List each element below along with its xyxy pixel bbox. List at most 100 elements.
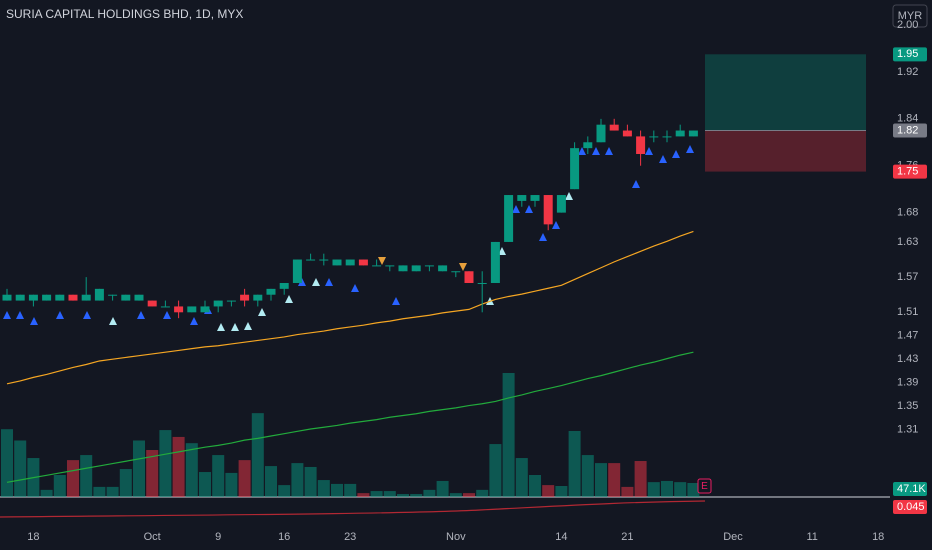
- currency-label[interactable]: MYR: [898, 10, 923, 22]
- volume-bar: [621, 486, 634, 497]
- earnings-marker: E: [701, 481, 708, 492]
- volume-bar: [370, 491, 383, 497]
- candle-body: [306, 259, 316, 261]
- volume-bar: [436, 480, 449, 497]
- x-tick-label: 23: [344, 531, 356, 543]
- volume-bar: [568, 430, 581, 497]
- volume-bar: [199, 472, 211, 497]
- x-tick-label: 18: [27, 531, 39, 543]
- volume-value-label: 47.1K: [897, 483, 926, 495]
- candle-body: [675, 130, 685, 137]
- candle-body: [200, 306, 210, 313]
- candle-body: [2, 294, 12, 301]
- candle-body: [649, 136, 659, 138]
- volume-value-box: [893, 482, 927, 496]
- volume-bar: [119, 469, 132, 497]
- currency-button[interactable]: [892, 4, 928, 28]
- candle-body: [583, 142, 593, 149]
- x-tick-label: 11: [806, 531, 817, 543]
- x-tick-label: Dec: [723, 531, 743, 543]
- candle-body: [108, 294, 118, 296]
- entry-price-label: 1.82: [897, 124, 918, 136]
- candle-body: [332, 259, 342, 266]
- y-tick-label: 1.31: [897, 423, 918, 435]
- earnings-marker-box: [697, 478, 712, 494]
- volume-bar: [291, 463, 304, 497]
- candle-body: [451, 271, 461, 273]
- candle-body: [358, 259, 368, 266]
- x-tick-label: Nov: [446, 531, 466, 543]
- candle-body: [477, 282, 487, 284]
- volume-bar: [159, 430, 172, 497]
- weak-buy-signals: [109, 192, 573, 331]
- volume-bar: [185, 443, 198, 497]
- y-tick-label: 2.00: [897, 19, 918, 31]
- y-tick-label: 1.68: [897, 207, 918, 219]
- candle-body: [319, 259, 329, 261]
- candle-body: [372, 265, 382, 267]
- y-tick-label: 1.57: [897, 271, 918, 283]
- volume-bar: [502, 373, 515, 497]
- volume-bar: [515, 458, 528, 497]
- volume-bar: [581, 455, 594, 497]
- x-tick-label: 9: [215, 531, 221, 543]
- volume-bar: [489, 444, 502, 497]
- loss-zone: [705, 130, 866, 172]
- candle-body: [662, 136, 672, 138]
- stop-price-label: 1.75: [897, 165, 918, 177]
- candle-body: [174, 306, 184, 313]
- candle-body: [490, 241, 500, 283]
- volume-bar: [304, 466, 317, 497]
- candle-body: [213, 300, 223, 307]
- volume-bar: [317, 480, 330, 497]
- candle-body: [570, 148, 580, 190]
- candle-body: [42, 294, 52, 301]
- indicator-value-label: 0.045: [897, 501, 925, 513]
- volume-bar: [53, 474, 66, 497]
- candle-body: [28, 294, 38, 301]
- y-tick-label: 1.63: [897, 236, 918, 248]
- candle-body: [530, 195, 540, 201]
- buy-signals: [3, 145, 694, 325]
- candle-body: [424, 265, 434, 267]
- volume-bar: [555, 485, 568, 497]
- candle-body: [15, 294, 25, 301]
- candle-body: [385, 265, 395, 267]
- candle-body: [187, 306, 197, 313]
- candle-body: [622, 130, 632, 137]
- volume-bar: [106, 486, 119, 497]
- candle-body: [134, 294, 144, 301]
- volume-bar: [608, 463, 621, 497]
- x-tick-label: 21: [621, 531, 633, 543]
- y-tick-label: 1.35: [897, 400, 918, 412]
- volume-bar: [357, 493, 370, 497]
- moving-average-line: [6, 230, 694, 385]
- x-tick-label: 16: [278, 531, 290, 543]
- sell-signals: [378, 257, 467, 271]
- candle-body: [266, 288, 276, 295]
- candle-body: [556, 195, 566, 213]
- volume-bar: [423, 489, 436, 497]
- candle-body: [240, 294, 250, 301]
- profit-zone: [705, 54, 866, 131]
- volume-bar: [595, 463, 607, 497]
- volume-bar: [344, 483, 357, 497]
- target-price-label: 1.95: [897, 48, 918, 60]
- volume-bar: [251, 413, 264, 497]
- moving-average-line: [6, 351, 694, 483]
- x-tick-label: Oct: [144, 531, 161, 543]
- candle-body: [345, 259, 355, 266]
- candle-body: [596, 124, 606, 143]
- volume-bar: [80, 455, 93, 497]
- volume-bar: [634, 461, 647, 497]
- candle-body: [411, 265, 421, 272]
- y-tick-label: 1.51: [897, 306, 918, 318]
- candle-body: [94, 288, 104, 301]
- candle-body: [279, 282, 289, 289]
- candle-body: [147, 300, 157, 307]
- candle-body: [609, 124, 619, 131]
- volume-bar: [238, 460, 251, 497]
- volume-bar: [40, 489, 53, 497]
- volume-bar: [687, 482, 700, 497]
- candle-body: [121, 294, 131, 301]
